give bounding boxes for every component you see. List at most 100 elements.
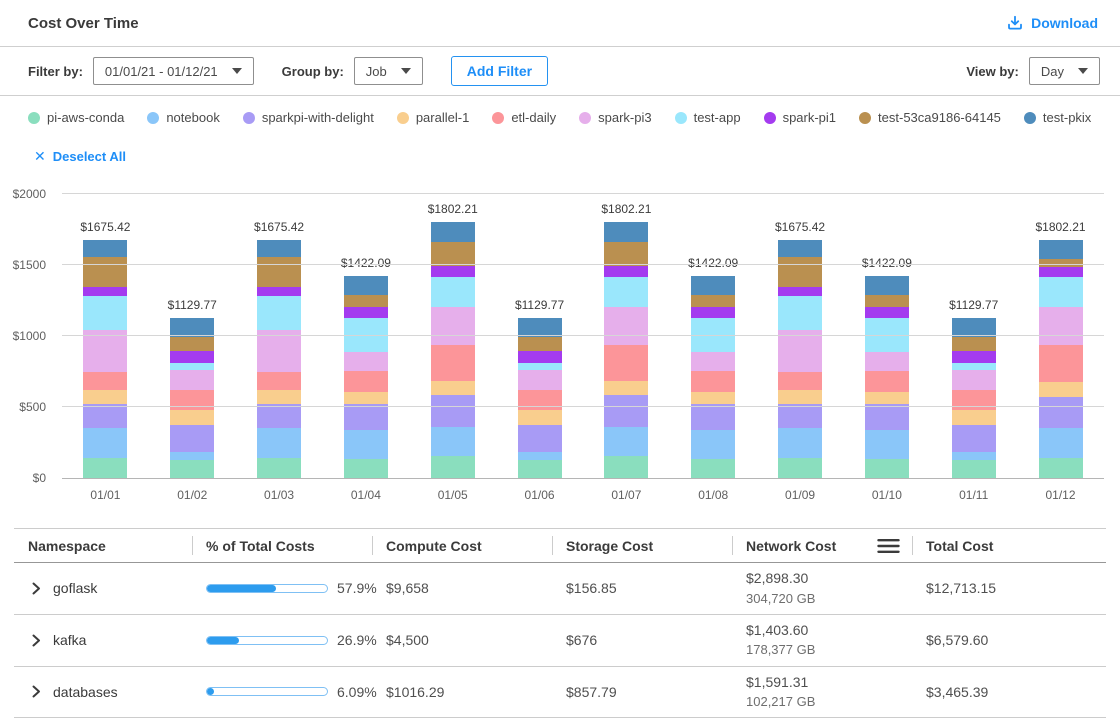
bar-segment-test-app[interactable] (1039, 277, 1083, 308)
bar-segment-test-53ca9186-64145[interactable] (604, 242, 648, 267)
bar-segment-spark-pi3[interactable] (778, 330, 822, 371)
bar-segment-spark-pi3[interactable] (604, 307, 648, 345)
bar-segment-test-pkix[interactable] (1039, 240, 1083, 258)
bar-segment-pi-aws-conda[interactable] (257, 458, 301, 478)
bar-segment-notebook[interactable] (1039, 428, 1083, 458)
bar-segment-spark-pi1[interactable] (170, 351, 214, 363)
bar-segment-etl-daily[interactable] (257, 372, 301, 391)
bar-segment-notebook[interactable] (431, 427, 475, 457)
bar-segment-pi-aws-conda[interactable] (604, 456, 648, 478)
bar-segment-sparkpi-with-delight[interactable] (257, 404, 301, 429)
stacked-bar[interactable] (865, 276, 909, 478)
bar-segment-pi-aws-conda[interactable] (865, 459, 909, 478)
bar-segment-notebook[interactable] (604, 427, 648, 457)
bar-segment-notebook[interactable] (691, 430, 735, 459)
bar-segment-test-pkix[interactable] (257, 240, 301, 257)
bar-segment-spark-pi1[interactable] (865, 307, 909, 318)
bar-segment-pi-aws-conda[interactable] (1039, 458, 1083, 478)
bar-segment-parallel-1[interactable] (344, 392, 388, 403)
bar-segment-spark-pi1[interactable] (344, 307, 388, 318)
download-button[interactable]: Download (1007, 15, 1098, 31)
legend-item-sparkpi-with-delight[interactable]: sparkpi-with-delight (243, 110, 374, 125)
legend-item-test-app[interactable]: test-app (675, 110, 741, 125)
bar-segment-test-app[interactable] (604, 277, 648, 307)
bar-segment-pi-aws-conda[interactable] (344, 459, 388, 478)
bar-segment-etl-daily[interactable] (1039, 345, 1083, 381)
bar-segment-notebook[interactable] (518, 452, 562, 459)
namespace-cell-kafka[interactable]: kafka (14, 632, 192, 648)
bar-segment-spark-pi1[interactable] (257, 287, 301, 296)
bar-segment-spark-pi3[interactable] (1039, 307, 1083, 345)
bar-segment-test-53ca9186-64145[interactable] (170, 337, 214, 351)
stacked-bar[interactable] (1039, 240, 1083, 478)
bar-segment-test-53ca9186-64145[interactable] (952, 337, 996, 351)
bar-segment-spark-pi3[interactable] (344, 352, 388, 371)
bar-segment-pi-aws-conda[interactable] (431, 456, 475, 478)
date-range-select[interactable]: 01/01/21 - 01/12/21 (93, 57, 254, 85)
bar-segment-spark-pi3[interactable] (518, 370, 562, 389)
stacked-bar[interactable] (257, 240, 301, 478)
stacked-bar[interactable] (344, 276, 388, 478)
bar-segment-parallel-1[interactable] (604, 381, 648, 396)
bar-segment-parallel-1[interactable] (518, 410, 562, 425)
bar-segment-etl-daily[interactable] (691, 371, 735, 392)
bar-segment-etl-daily[interactable] (83, 372, 127, 391)
bar-segment-test-53ca9186-64145[interactable] (778, 257, 822, 287)
bar-segment-etl-daily[interactable] (431, 345, 475, 381)
bar-segment-sparkpi-with-delight[interactable] (1039, 397, 1083, 429)
bar-segment-spark-pi1[interactable] (83, 287, 127, 296)
bar-segment-pi-aws-conda[interactable] (691, 459, 735, 478)
bar-segment-etl-daily[interactable] (778, 372, 822, 391)
bar-segment-test-53ca9186-64145[interactable] (1039, 259, 1083, 267)
bar-segment-test-app[interactable] (83, 296, 127, 330)
bar-segment-spark-pi1[interactable] (778, 287, 822, 296)
bar-segment-test-app[interactable] (778, 296, 822, 330)
namespace-cell-databases[interactable]: databases (14, 684, 192, 700)
bar-segment-notebook[interactable] (344, 430, 388, 459)
bar-segment-sparkpi-with-delight[interactable] (778, 404, 822, 429)
bar-segment-spark-pi3[interactable] (257, 330, 301, 371)
bar-segment-notebook[interactable] (865, 430, 909, 459)
bar-segment-test-app[interactable] (431, 277, 475, 307)
bar-segment-notebook[interactable] (952, 452, 996, 459)
stacked-bar[interactable] (604, 222, 648, 478)
bar-segment-etl-daily[interactable] (518, 390, 562, 411)
namespace-cell-goflask[interactable]: goflask (14, 580, 192, 596)
legend-item-test-pkix[interactable]: test-pkix (1024, 110, 1091, 125)
bar-segment-test-53ca9186-64145[interactable] (257, 257, 301, 287)
bar-segment-spark-pi1[interactable] (431, 266, 475, 277)
bar-segment-notebook[interactable] (778, 428, 822, 458)
bar-segment-parallel-1[interactable] (170, 410, 214, 425)
bar-segment-parallel-1[interactable] (1039, 382, 1083, 397)
bar-segment-etl-daily[interactable] (604, 345, 648, 381)
bar-segment-test-53ca9186-64145[interactable] (865, 295, 909, 307)
deselect-all-button[interactable]: ✕ Deselect All (34, 148, 126, 165)
group-by-select[interactable]: Job (354, 57, 423, 85)
bar-segment-test-app[interactable] (518, 363, 562, 370)
bar-segment-test-53ca9186-64145[interactable] (691, 295, 735, 307)
bar-segment-test-pkix[interactable] (431, 222, 475, 242)
bar-segment-spark-pi3[interactable] (865, 352, 909, 371)
bar-segment-test-53ca9186-64145[interactable] (518, 337, 562, 351)
bar-segment-sparkpi-with-delight[interactable] (691, 404, 735, 430)
bar-segment-parallel-1[interactable] (778, 390, 822, 403)
bar-segment-spark-pi1[interactable] (952, 351, 996, 363)
bar-segment-sparkpi-with-delight[interactable] (952, 425, 996, 452)
expand-chevron-icon[interactable] (32, 634, 41, 647)
stacked-bar[interactable] (952, 318, 996, 478)
bar-segment-test-53ca9186-64145[interactable] (431, 242, 475, 267)
expand-chevron-icon[interactable] (32, 685, 41, 698)
legend-item-spark-pi3[interactable]: spark-pi3 (579, 110, 651, 125)
stacked-bar[interactable] (518, 318, 562, 478)
bar-segment-pi-aws-conda[interactable] (778, 458, 822, 478)
bar-segment-spark-pi1[interactable] (518, 351, 562, 363)
bar-segment-test-app[interactable] (257, 296, 301, 330)
legend-item-spark-pi1[interactable]: spark-pi1 (764, 110, 836, 125)
bar-segment-parallel-1[interactable] (431, 381, 475, 396)
legend-item-parallel-1[interactable]: parallel-1 (397, 110, 469, 125)
bar-segment-test-pkix[interactable] (691, 276, 735, 295)
bar-segment-pi-aws-conda[interactable] (952, 460, 996, 478)
expand-chevron-icon[interactable] (32, 582, 41, 595)
legend-item-pi-aws-conda[interactable]: pi-aws-conda (28, 110, 124, 125)
bar-segment-test-app[interactable] (952, 363, 996, 370)
